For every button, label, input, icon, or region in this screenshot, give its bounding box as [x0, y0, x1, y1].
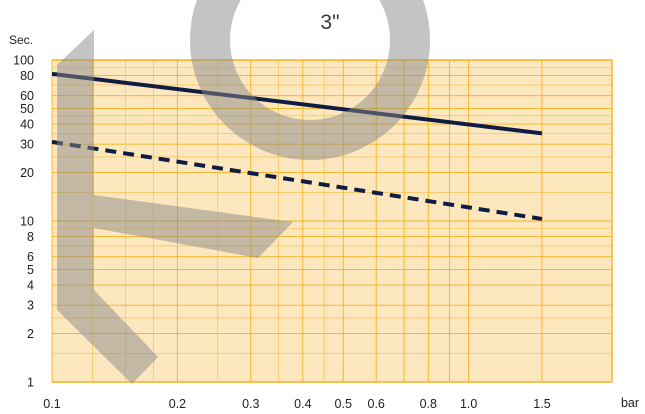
x-tick-label: 0.3 [242, 397, 259, 411]
y-axis-label: Sec. [9, 33, 33, 47]
x-tick-labels: 0.1 0.2 0.3 0.4 0.5 0.6 0.8 1.0 1.5 [43, 397, 550, 411]
x-tick-label: 0.5 [335, 397, 352, 411]
x-tick-label: 0.8 [420, 397, 437, 411]
series-group [51, 71, 543, 221]
y-tick-label: 100 [13, 54, 34, 68]
y-tick-label: 6 [27, 250, 34, 264]
y-tick-label: 4 [27, 279, 34, 293]
y-tick-label: 2 [27, 327, 34, 341]
y-tick-label: 50 [20, 102, 34, 116]
y-tick-label: 3 [27, 299, 34, 313]
y-tick-label: 40 [20, 118, 34, 132]
x-tick-label: 0.1 [43, 397, 60, 411]
x-axis-label: bar [621, 396, 639, 410]
y-tick-label: 80 [20, 69, 34, 83]
y-tick-label: 1 [27, 376, 34, 390]
x-tick-label: 1.5 [533, 397, 550, 411]
watermark-logo [57, 0, 430, 384]
series-line-dashed [51, 139, 543, 221]
x-tick-label: 0.2 [169, 397, 186, 411]
series-line-solid [51, 71, 543, 136]
x-tick-label: 1.0 [460, 397, 477, 411]
y-tick-label: 20 [20, 166, 34, 180]
y-tick-label: 30 [20, 138, 34, 152]
y-tick-label: 10 [20, 215, 34, 229]
y-tick-label: 60 [20, 89, 34, 103]
x-tick-label: 0.4 [294, 397, 311, 411]
x-tick-label: 0.6 [368, 397, 385, 411]
y-tick-label: 5 [27, 263, 34, 277]
chart-title: 3" [320, 11, 339, 34]
y-tick-label: 8 [27, 230, 34, 244]
